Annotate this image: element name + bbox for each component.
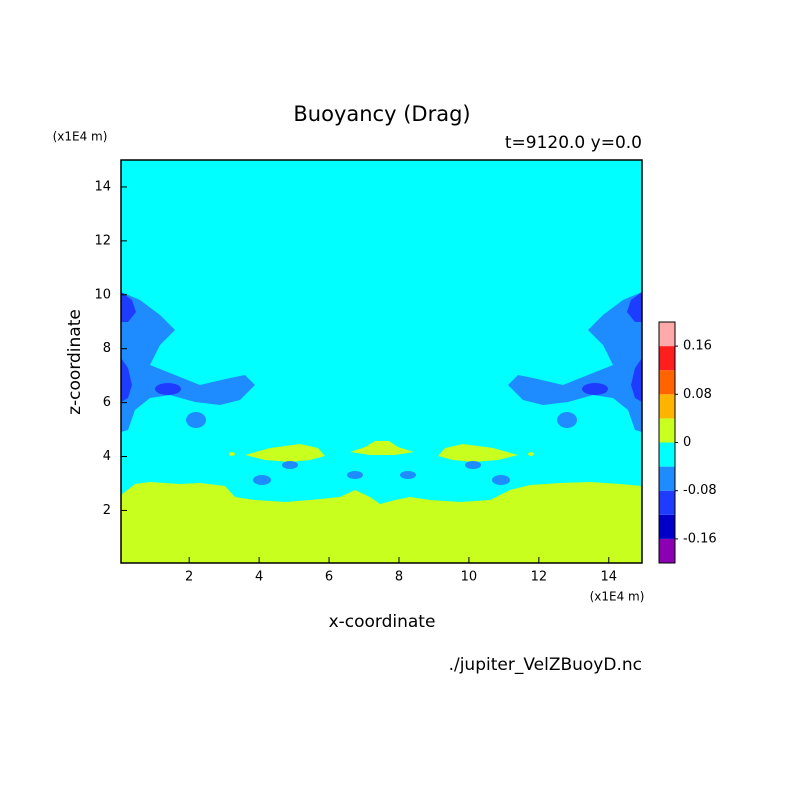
colorbar-band (659, 394, 675, 419)
y-tick-label: 10 (94, 287, 111, 302)
contour-region (186, 412, 206, 428)
colorbar-band (659, 370, 675, 395)
x-tick-label: 4 (255, 570, 263, 585)
y-unit: (x1E4 m) (53, 130, 108, 144)
colorbar-band (659, 490, 675, 515)
contour-region (121, 292, 136, 322)
colorbar-band (659, 346, 675, 371)
x-tick-label: 14 (601, 570, 618, 585)
contour-region (253, 475, 271, 485)
contour-region (155, 383, 181, 395)
colorbar-tick-label: 0.16 (683, 339, 712, 354)
y-tick-label: 4 (103, 449, 111, 464)
colorbar-tick-label: -0.08 (683, 483, 717, 498)
contour-region (229, 452, 235, 456)
x-tick-label: 6 (325, 570, 333, 585)
y-tick-label: 2 (103, 503, 111, 518)
contour-region (121, 292, 255, 432)
x-unit: (x1E4 m) (590, 590, 645, 604)
plot-frame (120, 159, 643, 564)
contour-region (282, 461, 298, 469)
x-axis-label: x-coordinate (329, 612, 436, 632)
x-tick-label: 8 (395, 570, 403, 585)
contour-region (121, 482, 642, 563)
x-tick-label: 10 (461, 570, 478, 585)
contour-region (347, 471, 363, 479)
source-file: ./jupiter_VelZBuoyD.nc (449, 655, 642, 675)
colorbar-band (659, 466, 675, 491)
colorbar-band (659, 538, 675, 563)
colorbar-band (659, 322, 675, 347)
chart-subtitle: t=9120.0 y=0.0 (505, 133, 642, 153)
x-tick-label: 2 (185, 570, 193, 585)
y-axis-label: z-coordinate (65, 309, 85, 415)
colorbar-tick-label: -0.16 (683, 531, 717, 546)
colorbar-band (659, 514, 675, 539)
contour-field (121, 160, 642, 563)
contour-region (245, 444, 325, 462)
colorbar-band (659, 442, 675, 467)
colorbar-tick-label: 0.08 (683, 387, 712, 402)
contour-region (350, 441, 414, 455)
y-tick-label: 12 (94, 233, 111, 248)
y-tick-label: 6 (103, 395, 111, 410)
x-tick-label: 12 (531, 570, 548, 585)
y-tick-label: 8 (103, 341, 111, 356)
y-tick-label: 14 (94, 179, 111, 194)
chart-title: Buoyancy (Drag) (293, 102, 470, 126)
contour-region (121, 358, 132, 402)
colorbar-band (659, 418, 675, 443)
colorbar-tick-label: 0 (683, 435, 691, 450)
